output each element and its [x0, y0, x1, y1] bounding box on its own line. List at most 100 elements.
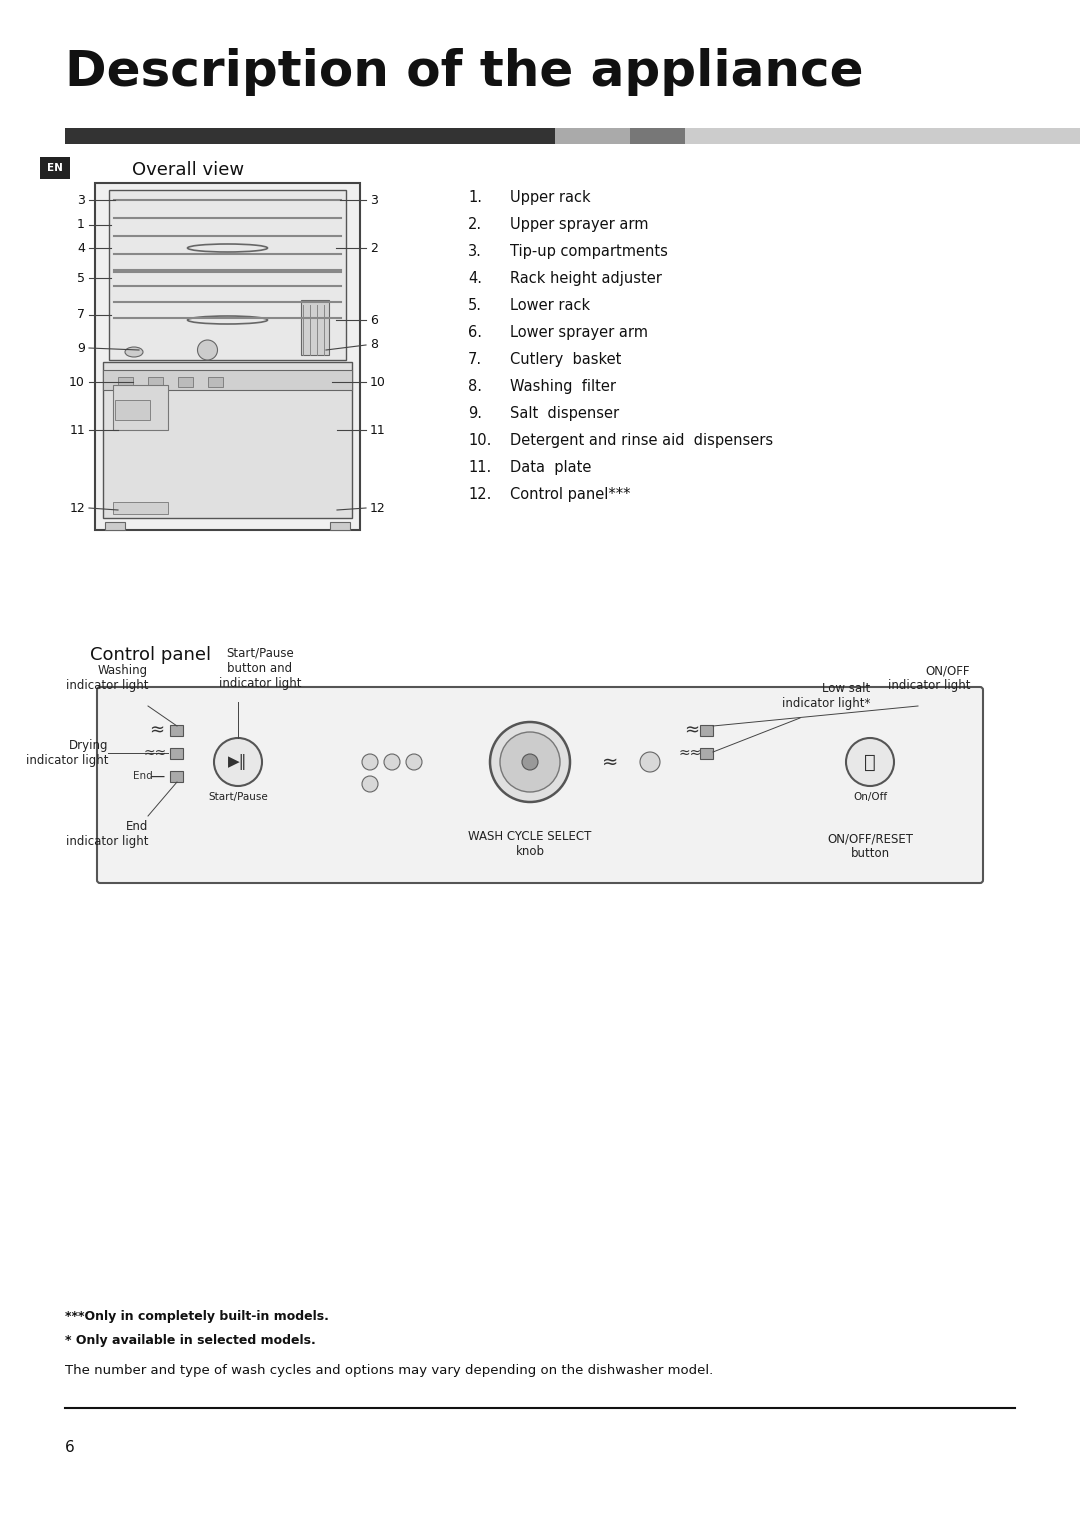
- Text: 11: 11: [69, 423, 85, 437]
- Text: 12: 12: [370, 501, 386, 515]
- Bar: [700, 749, 713, 759]
- Circle shape: [362, 753, 378, 770]
- Bar: [170, 772, 183, 782]
- Circle shape: [500, 732, 561, 792]
- Text: 1.: 1.: [468, 189, 482, 205]
- Text: ≈≈: ≈≈: [144, 746, 166, 759]
- Text: ≈≈: ≈≈: [678, 746, 702, 759]
- Circle shape: [384, 753, 400, 770]
- Text: 10.: 10.: [468, 432, 491, 448]
- Text: Washing  filter: Washing filter: [510, 379, 616, 394]
- Bar: [301, 299, 329, 354]
- Text: 9.: 9.: [468, 406, 482, 422]
- Text: 3.: 3.: [468, 244, 482, 260]
- Text: ***Only in completely built-in models.: ***Only in completely built-in models.: [65, 1309, 329, 1323]
- Text: 6: 6: [370, 313, 378, 327]
- Text: ≈: ≈: [602, 752, 618, 772]
- Text: Data  plate: Data plate: [510, 460, 592, 475]
- Text: 8: 8: [370, 339, 378, 351]
- Text: Description of the appliance: Description of the appliance: [65, 47, 864, 96]
- Bar: [208, 377, 222, 387]
- Text: End: End: [133, 772, 153, 781]
- Text: 7: 7: [77, 309, 85, 321]
- Text: Salt  dispenser: Salt dispenser: [510, 406, 619, 422]
- Text: Rack height adjuster: Rack height adjuster: [510, 270, 662, 286]
- Text: 4: 4: [77, 241, 85, 255]
- Text: Overall view: Overall view: [132, 160, 244, 179]
- Text: Upper sprayer arm: Upper sprayer arm: [510, 217, 648, 232]
- Text: 3: 3: [370, 194, 378, 206]
- FancyBboxPatch shape: [97, 688, 983, 883]
- Circle shape: [198, 341, 217, 361]
- Text: 5.: 5.: [468, 298, 482, 313]
- Text: ≈: ≈: [149, 721, 164, 740]
- Bar: [103, 370, 352, 390]
- Text: 10: 10: [69, 376, 85, 388]
- Text: Start/Pause: Start/Pause: [208, 792, 268, 802]
- Bar: [103, 362, 352, 518]
- Circle shape: [846, 738, 894, 785]
- Bar: [630, 128, 685, 144]
- Text: Start/Pause
button and
indicator light: Start/Pause button and indicator light: [219, 646, 301, 691]
- Bar: [555, 128, 630, 144]
- Text: * Only available in selected models.: * Only available in selected models.: [65, 1334, 315, 1348]
- Text: 3: 3: [77, 194, 85, 206]
- Circle shape: [490, 723, 570, 802]
- Text: Lower rack: Lower rack: [510, 298, 590, 313]
- Text: 1: 1: [77, 219, 85, 232]
- Bar: [685, 128, 1080, 144]
- Text: Detergent and rinse aid  dispensers: Detergent and rinse aid dispensers: [510, 432, 773, 448]
- Text: 11: 11: [370, 423, 386, 437]
- Text: 7.: 7.: [468, 351, 482, 367]
- Text: WASH CYCLE SELECT
knob: WASH CYCLE SELECT knob: [469, 830, 592, 859]
- Bar: [118, 377, 133, 387]
- Text: On/Off: On/Off: [853, 792, 887, 802]
- Text: Cutlery  basket: Cutlery basket: [510, 351, 621, 367]
- Text: 10: 10: [370, 376, 386, 388]
- Bar: [178, 377, 193, 387]
- Text: 12.: 12.: [468, 487, 491, 503]
- Text: ≈: ≈: [685, 721, 700, 740]
- Text: Lower sprayer arm: Lower sprayer arm: [510, 325, 648, 341]
- Text: 12: 12: [69, 501, 85, 515]
- Text: The number and type of wash cycles and options may vary depending on the dishwas: The number and type of wash cycles and o…: [65, 1365, 713, 1377]
- Bar: [700, 724, 713, 736]
- Bar: [148, 377, 163, 387]
- Circle shape: [362, 776, 378, 792]
- Text: 9: 9: [77, 341, 85, 354]
- Text: ON/OFF
indicator light: ON/OFF indicator light: [888, 665, 970, 692]
- Text: End
indicator light: End indicator light: [66, 821, 148, 848]
- Circle shape: [214, 738, 262, 785]
- Text: Low salt
indicator light*: Low salt indicator light*: [782, 681, 870, 711]
- Bar: [113, 503, 168, 513]
- Text: EN: EN: [48, 163, 63, 173]
- Bar: [330, 523, 350, 530]
- Text: 8.: 8.: [468, 379, 482, 394]
- Text: Tip-up compartments: Tip-up compartments: [510, 244, 667, 260]
- Bar: [114, 400, 150, 420]
- Bar: [170, 724, 183, 736]
- Ellipse shape: [125, 347, 143, 358]
- Circle shape: [406, 753, 422, 770]
- Text: Control panel***: Control panel***: [510, 487, 631, 503]
- Text: 6.: 6.: [468, 325, 482, 341]
- Text: 2.: 2.: [468, 217, 482, 232]
- Text: ⏻: ⏻: [864, 752, 876, 772]
- Bar: [170, 749, 183, 759]
- Text: ▶‖: ▶‖: [228, 753, 247, 770]
- Bar: [109, 189, 346, 361]
- Text: ON/OFF/RESET
button: ON/OFF/RESET button: [827, 833, 913, 860]
- Text: —: —: [149, 769, 164, 784]
- Text: Upper rack: Upper rack: [510, 189, 591, 205]
- Text: Washing
indicator light: Washing indicator light: [66, 665, 148, 692]
- Text: 4.: 4.: [468, 270, 482, 286]
- Text: Control panel: Control panel: [90, 646, 211, 665]
- Circle shape: [522, 753, 538, 770]
- Text: 5: 5: [77, 272, 85, 284]
- Bar: [65, 128, 555, 144]
- Circle shape: [640, 752, 660, 772]
- Bar: [40, 157, 70, 179]
- Text: Drying
indicator light: Drying indicator light: [26, 740, 108, 767]
- Text: 2: 2: [370, 241, 378, 255]
- Text: 6: 6: [65, 1439, 75, 1455]
